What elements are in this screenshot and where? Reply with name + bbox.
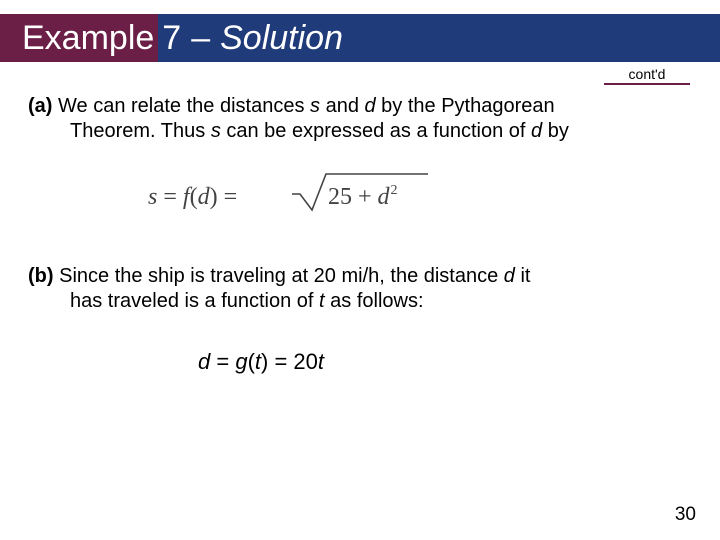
- equation-a: s = f(d) = 25 + d2: [148, 172, 692, 216]
- b-line2-suffix: as follows:: [325, 290, 424, 312]
- eq-b-t2: t: [318, 349, 324, 374]
- eq-b-g: g: [235, 349, 247, 374]
- title-example-label: Example: [0, 14, 158, 62]
- eq-a-open: (: [190, 184, 198, 210]
- a-var-d: d: [365, 95, 376, 117]
- part-a-label: (a): [28, 95, 52, 117]
- eq-a-f: f: [183, 184, 190, 210]
- title-left-text: Example: [22, 19, 154, 58]
- paragraph-a: (a) We can relate the distances s and d …: [28, 94, 692, 144]
- eq-b-eq1: =: [210, 349, 235, 374]
- title-dash: –: [189, 19, 220, 58]
- a-line2-prefix: Theorem. Thus: [70, 120, 211, 142]
- eq-a-s: s: [148, 184, 157, 210]
- eq-a-eq1: =: [157, 184, 183, 210]
- a-line2: Theorem. Thus s can be expressed as a fu…: [28, 119, 692, 144]
- a-line2-suffix: by: [542, 120, 569, 142]
- title-band: Example 7 – Solution: [0, 14, 720, 62]
- b-line2: has traveled is a function of t as follo…: [28, 289, 692, 314]
- part-b-label: (b): [28, 265, 54, 287]
- eq-b-open: (: [248, 349, 255, 374]
- a-var-s2: s: [211, 120, 221, 142]
- b-line1-suffix: it: [515, 265, 531, 287]
- a-line1-mid: and: [320, 95, 364, 117]
- eq-a-radicand: 25 + d2: [328, 182, 397, 212]
- eq-b-eq2: = 20: [268, 349, 318, 374]
- continued-label: cont'd: [604, 66, 690, 85]
- a-line1-suffix: by the Pythagorean: [376, 95, 555, 117]
- eq-a-lhs: s = f(d) =: [148, 182, 237, 212]
- eq-b-d: d: [198, 349, 210, 374]
- eq-a-d: d: [198, 184, 210, 210]
- title-number: 7: [158, 19, 189, 58]
- b-var-d: d: [504, 265, 515, 287]
- slide: Example 7 – Solution cont'd (a) We can r…: [0, 0, 720, 540]
- b-line1-prefix: Since the ship is traveling at 20 mi/h, …: [54, 265, 504, 287]
- a-var-s: s: [310, 95, 320, 117]
- slide-body: (a) We can relate the distances s and d …: [28, 94, 692, 376]
- eq-a-eq2: =: [218, 184, 238, 210]
- eq-a-25: 25: [328, 184, 352, 210]
- eq-a-exp: 2: [391, 183, 398, 198]
- paragraph-b: (b) Since the ship is traveling at 20 mi…: [28, 264, 692, 314]
- a-line1-prefix: We can relate the distances: [52, 95, 310, 117]
- a-line2-mid: can be expressed as a function of: [221, 120, 531, 142]
- equation-b: d = g(t) = 20t: [198, 348, 692, 376]
- page-number: 30: [675, 504, 696, 526]
- title-right-text: Solution: [220, 19, 343, 58]
- eq-a-close: ): [210, 184, 218, 210]
- title-solution-label: 7 – Solution: [158, 14, 720, 62]
- eq-a-plus: +: [352, 184, 378, 210]
- eq-a-d2: d: [378, 184, 390, 210]
- a-var-d2: d: [531, 120, 542, 142]
- b-line2-prefix: has traveled is a function of: [70, 290, 319, 312]
